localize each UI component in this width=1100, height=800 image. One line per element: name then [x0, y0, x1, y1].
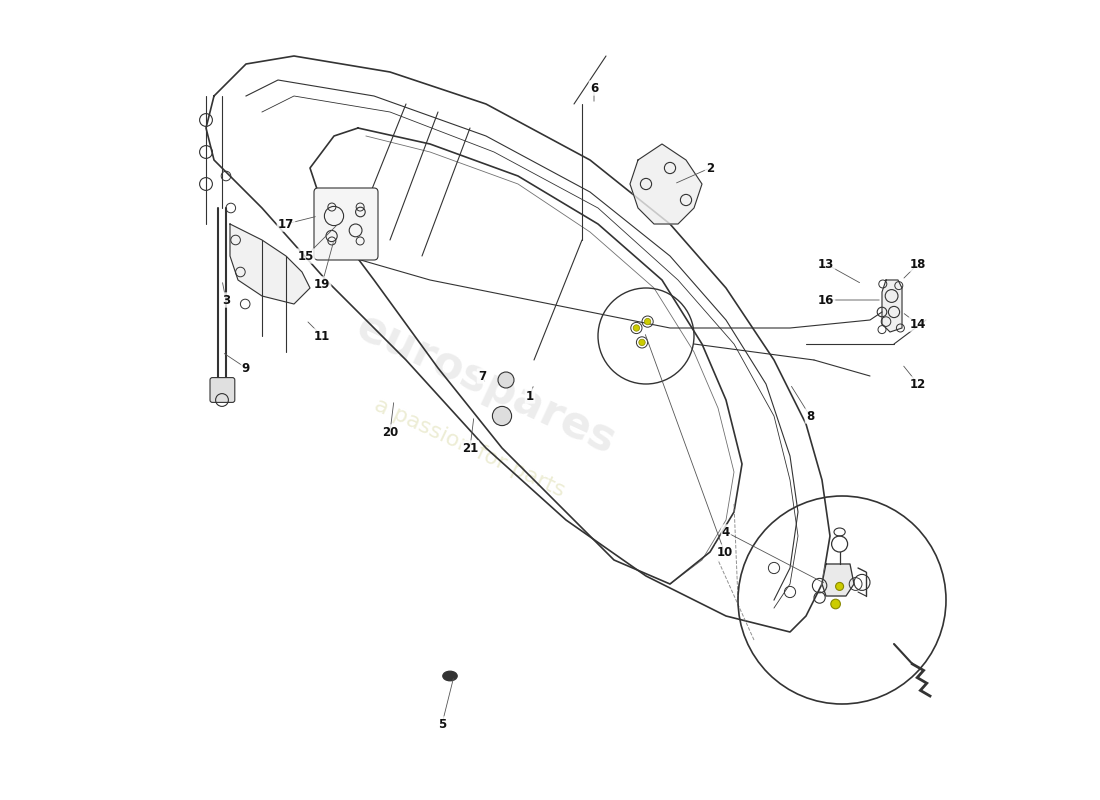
Text: 10: 10 [716, 546, 733, 558]
Circle shape [498, 372, 514, 388]
Text: 14: 14 [910, 318, 926, 330]
Text: 20: 20 [382, 426, 398, 438]
FancyBboxPatch shape [210, 378, 234, 402]
Text: 12: 12 [910, 378, 926, 390]
Text: 5: 5 [438, 718, 447, 730]
Circle shape [493, 406, 512, 426]
Text: a passion for parts: a passion for parts [372, 395, 569, 501]
Text: 3: 3 [222, 294, 230, 306]
Polygon shape [822, 564, 854, 596]
Circle shape [645, 318, 651, 325]
Text: 2: 2 [706, 162, 714, 174]
Text: 17: 17 [278, 218, 294, 230]
Circle shape [830, 599, 840, 609]
Text: eurospares: eurospares [350, 305, 623, 463]
Text: 18: 18 [910, 258, 926, 270]
Polygon shape [882, 280, 902, 332]
FancyBboxPatch shape [314, 188, 378, 260]
Text: 7: 7 [477, 370, 486, 382]
Circle shape [836, 582, 844, 590]
Text: 4: 4 [722, 526, 730, 538]
Text: 13: 13 [818, 258, 834, 270]
Circle shape [634, 325, 639, 331]
Text: 6: 6 [590, 82, 598, 94]
Text: 8: 8 [806, 410, 814, 422]
Polygon shape [630, 144, 702, 224]
Text: 1: 1 [526, 390, 535, 402]
Text: 15: 15 [298, 250, 315, 262]
Text: 11: 11 [314, 330, 330, 342]
Text: 16: 16 [817, 294, 834, 306]
Polygon shape [230, 224, 310, 304]
Circle shape [639, 339, 646, 346]
Text: 19: 19 [314, 278, 330, 290]
Text: 21: 21 [462, 442, 478, 454]
Ellipse shape [443, 671, 458, 681]
Text: 9: 9 [242, 362, 250, 374]
